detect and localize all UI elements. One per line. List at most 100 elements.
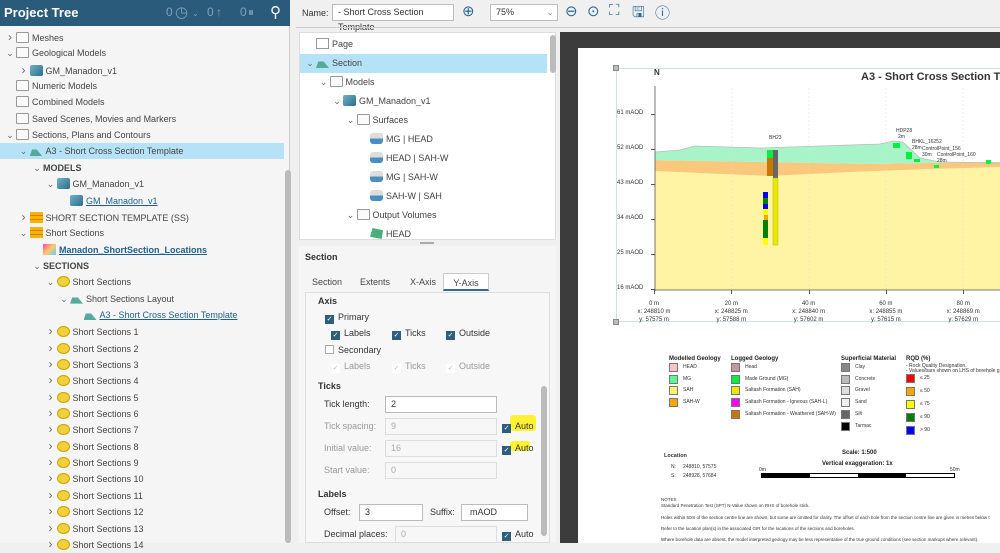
tree-item[interactable]: Page [300,35,547,54]
tree-item[interactable]: › Short Sections 2 [0,340,284,356]
chevron-down-icon[interactable]: ⌄ [306,58,314,68]
primary-labels-checkbox[interactable]: ✓ Labels [331,328,371,340]
zoom-select[interactable]: 75% ⌄ [490,4,558,21]
layout-tree-scrollbar[interactable] [550,35,556,73]
chevron-down-icon[interactable]: ⌄ [192,9,199,18]
chevron-down-icon[interactable]: ⌄ [6,48,14,59]
zoom-in-icon[interactable]: ⊕ [462,3,475,20]
primary-checkbox[interactable]: ✓ Primary [325,312,369,324]
chevron-down-icon[interactable]: ⌄ [19,146,28,157]
chevron-right-icon[interactable]: › [48,373,53,388]
chevron-down-icon[interactable]: ⌄ [333,96,341,106]
tree-item[interactable]: ⌄ SECTIONS [0,258,284,274]
help-icon[interactable]: ⓘ [655,5,671,22]
chevron-right-icon[interactable]: › [48,357,53,371]
tree-item[interactable]: ⌄ GM_Manadon_v1 [300,92,547,111]
tree-item[interactable]: ⌄ Models [300,73,547,92]
secondary-checkbox[interactable]: Secondary [325,345,381,355]
tree-item[interactable]: › Short Sections 3 [0,356,284,372]
chevron-down-icon[interactable]: ⌄ [346,115,355,125]
chevron-right-icon[interactable]: › [48,487,53,502]
history-icon[interactable]: ◷ [175,4,189,21]
chevron-right-icon[interactable]: › [48,438,53,453]
tree-item[interactable]: ⌄ GM_Manadon_v1 [0,176,284,192]
primary-outside-checkbox[interactable]: ✓ Outside [446,328,491,340]
tree-item[interactable]: › Short Sections 1 [0,323,284,339]
tree-item[interactable]: GM_Manadon_v1 [0,193,284,209]
tree-item[interactable]: MG | HEAD [300,130,547,149]
tab-extents[interactable]: Extents [359,277,390,287]
tree-item[interactable]: ⌄ Short Sections [0,225,284,241]
tree-item[interactable]: › Short Sections 4 [0,372,284,388]
chevron-down-icon[interactable]: ⌄ [33,162,41,173]
chevron-right-icon[interactable]: › [48,406,53,421]
splitter-handle[interactable] [420,242,434,244]
chevron-right-icon[interactable]: › [8,30,12,44]
tab-y-axis[interactable]: Y-Axis [443,273,489,291]
chevron-down-icon[interactable]: ⌄ [33,260,41,271]
chevron-right-icon[interactable]: › [48,389,53,404]
properties-scrollbar[interactable] [541,386,547,536]
chevron-down-icon[interactable]: ⌄ [319,77,328,87]
chevron-right-icon[interactable]: › [21,62,26,77]
tree-item[interactable]: HEAD | SAH-W [300,149,547,168]
name-input[interactable]: - Short Cross Section Template [332,4,454,32]
tree-item[interactable]: ⌄ Geological Models [0,45,284,61]
search-icon[interactable]: ⚲ [270,4,281,21]
upload-arrow-icon[interactable]: ↑ [216,5,222,19]
zoom-fit-icon[interactable]: ⛶ [609,2,620,19]
tree-item[interactable]: ⌄ MODELS [0,160,284,176]
tree-item[interactable]: HEAD [300,225,547,244]
chevron-right-icon[interactable]: › [48,520,53,535]
chevron-right-icon[interactable]: › [48,471,53,486]
chevron-right-icon[interactable]: › [48,536,53,551]
tree-item[interactable]: › Short Sections 12 [0,503,284,519]
primary-ticks-checkbox[interactable]: ✓ Ticks [392,328,426,340]
tree-item[interactable]: A3 - Short Cross Section Template [0,307,284,323]
tree-item[interactable]: › Short Sections 14 [0,536,284,552]
tree-item[interactable]: › Short Sections 8 [0,438,284,454]
tree-item[interactable]: ⌄ Short Sections [0,274,284,290]
tree-item[interactable]: MG | SAH-W [300,168,547,187]
tree-item[interactable]: Saved Scenes, Movies and Markers [0,111,284,127]
tick-length-input[interactable]: 2 [385,396,497,413]
tab-x-axis[interactable]: X-Axis [409,277,436,287]
tree-item[interactable]: Numeric Models [0,78,284,94]
tree-item[interactable]: SAH-W | SAH [300,187,547,206]
tree-item[interactable]: › Short Sections 7 [0,421,284,437]
chevron-right-icon[interactable]: › [48,455,53,470]
chevron-right-icon[interactable]: › [48,340,53,355]
zoom-actual-size-icon[interactable]: ⊙ [587,3,600,20]
tree-item[interactable]: Manadon_ShortSection_Locations [0,242,284,258]
resize-handle[interactable] [613,319,619,325]
section-frame[interactable] [616,68,1000,322]
tree-item[interactable]: › Short Sections 11 [0,487,284,503]
tree-item[interactable]: ⌄ Surfaces [300,111,547,130]
tree-item[interactable]: ⌄ Short Sections Layout [0,291,284,307]
chevron-right-icon[interactable]: › [48,324,53,339]
tree-item[interactable]: › Short Sections 9 [0,454,284,470]
tab-section[interactable]: Section [311,277,343,287]
chevron-right-icon[interactable]: › [21,209,26,224]
chevron-down-icon[interactable]: ⌄ [60,293,68,304]
scrollbar[interactable] [285,170,291,543]
tree-item[interactable]: ⌄ A3 - Short Cross Section Template [0,143,284,160]
tree-item[interactable]: › Meshes [0,29,284,45]
chevron-down-icon[interactable]: ⌄ [6,130,14,141]
tree-item[interactable]: ⌄ Sections, Plans and Contours [0,127,284,143]
chevron-down-icon[interactable]: ⌄ [346,210,355,220]
offset-input[interactable]: 3 [359,504,423,521]
tree-item[interactable]: › Short Sections 13 [0,520,284,536]
initial-value-auto-checkbox[interactable]: ✓ Auto [502,443,534,455]
zoom-out-icon[interactable]: ⊖ [565,3,578,20]
tree-item[interactable]: › GM_Manadon_v1 [0,62,284,78]
suffix-input[interactable]: mAOD [461,504,528,521]
tree-item[interactable]: › Short Sections 5 [0,389,284,405]
tree-item[interactable]: ⌄ Section [300,54,547,73]
chevron-down-icon[interactable]: ⌄ [46,277,55,288]
resize-handle[interactable] [613,65,619,71]
tree-item[interactable]: › Short Sections 10 [0,470,284,486]
chevron-down-icon[interactable]: ⌄ [46,179,55,190]
tree-item[interactable]: › Short Sections 6 [0,405,284,421]
tree-item[interactable]: › SHORT SECTION TEMPLATE (SS) [0,209,284,225]
